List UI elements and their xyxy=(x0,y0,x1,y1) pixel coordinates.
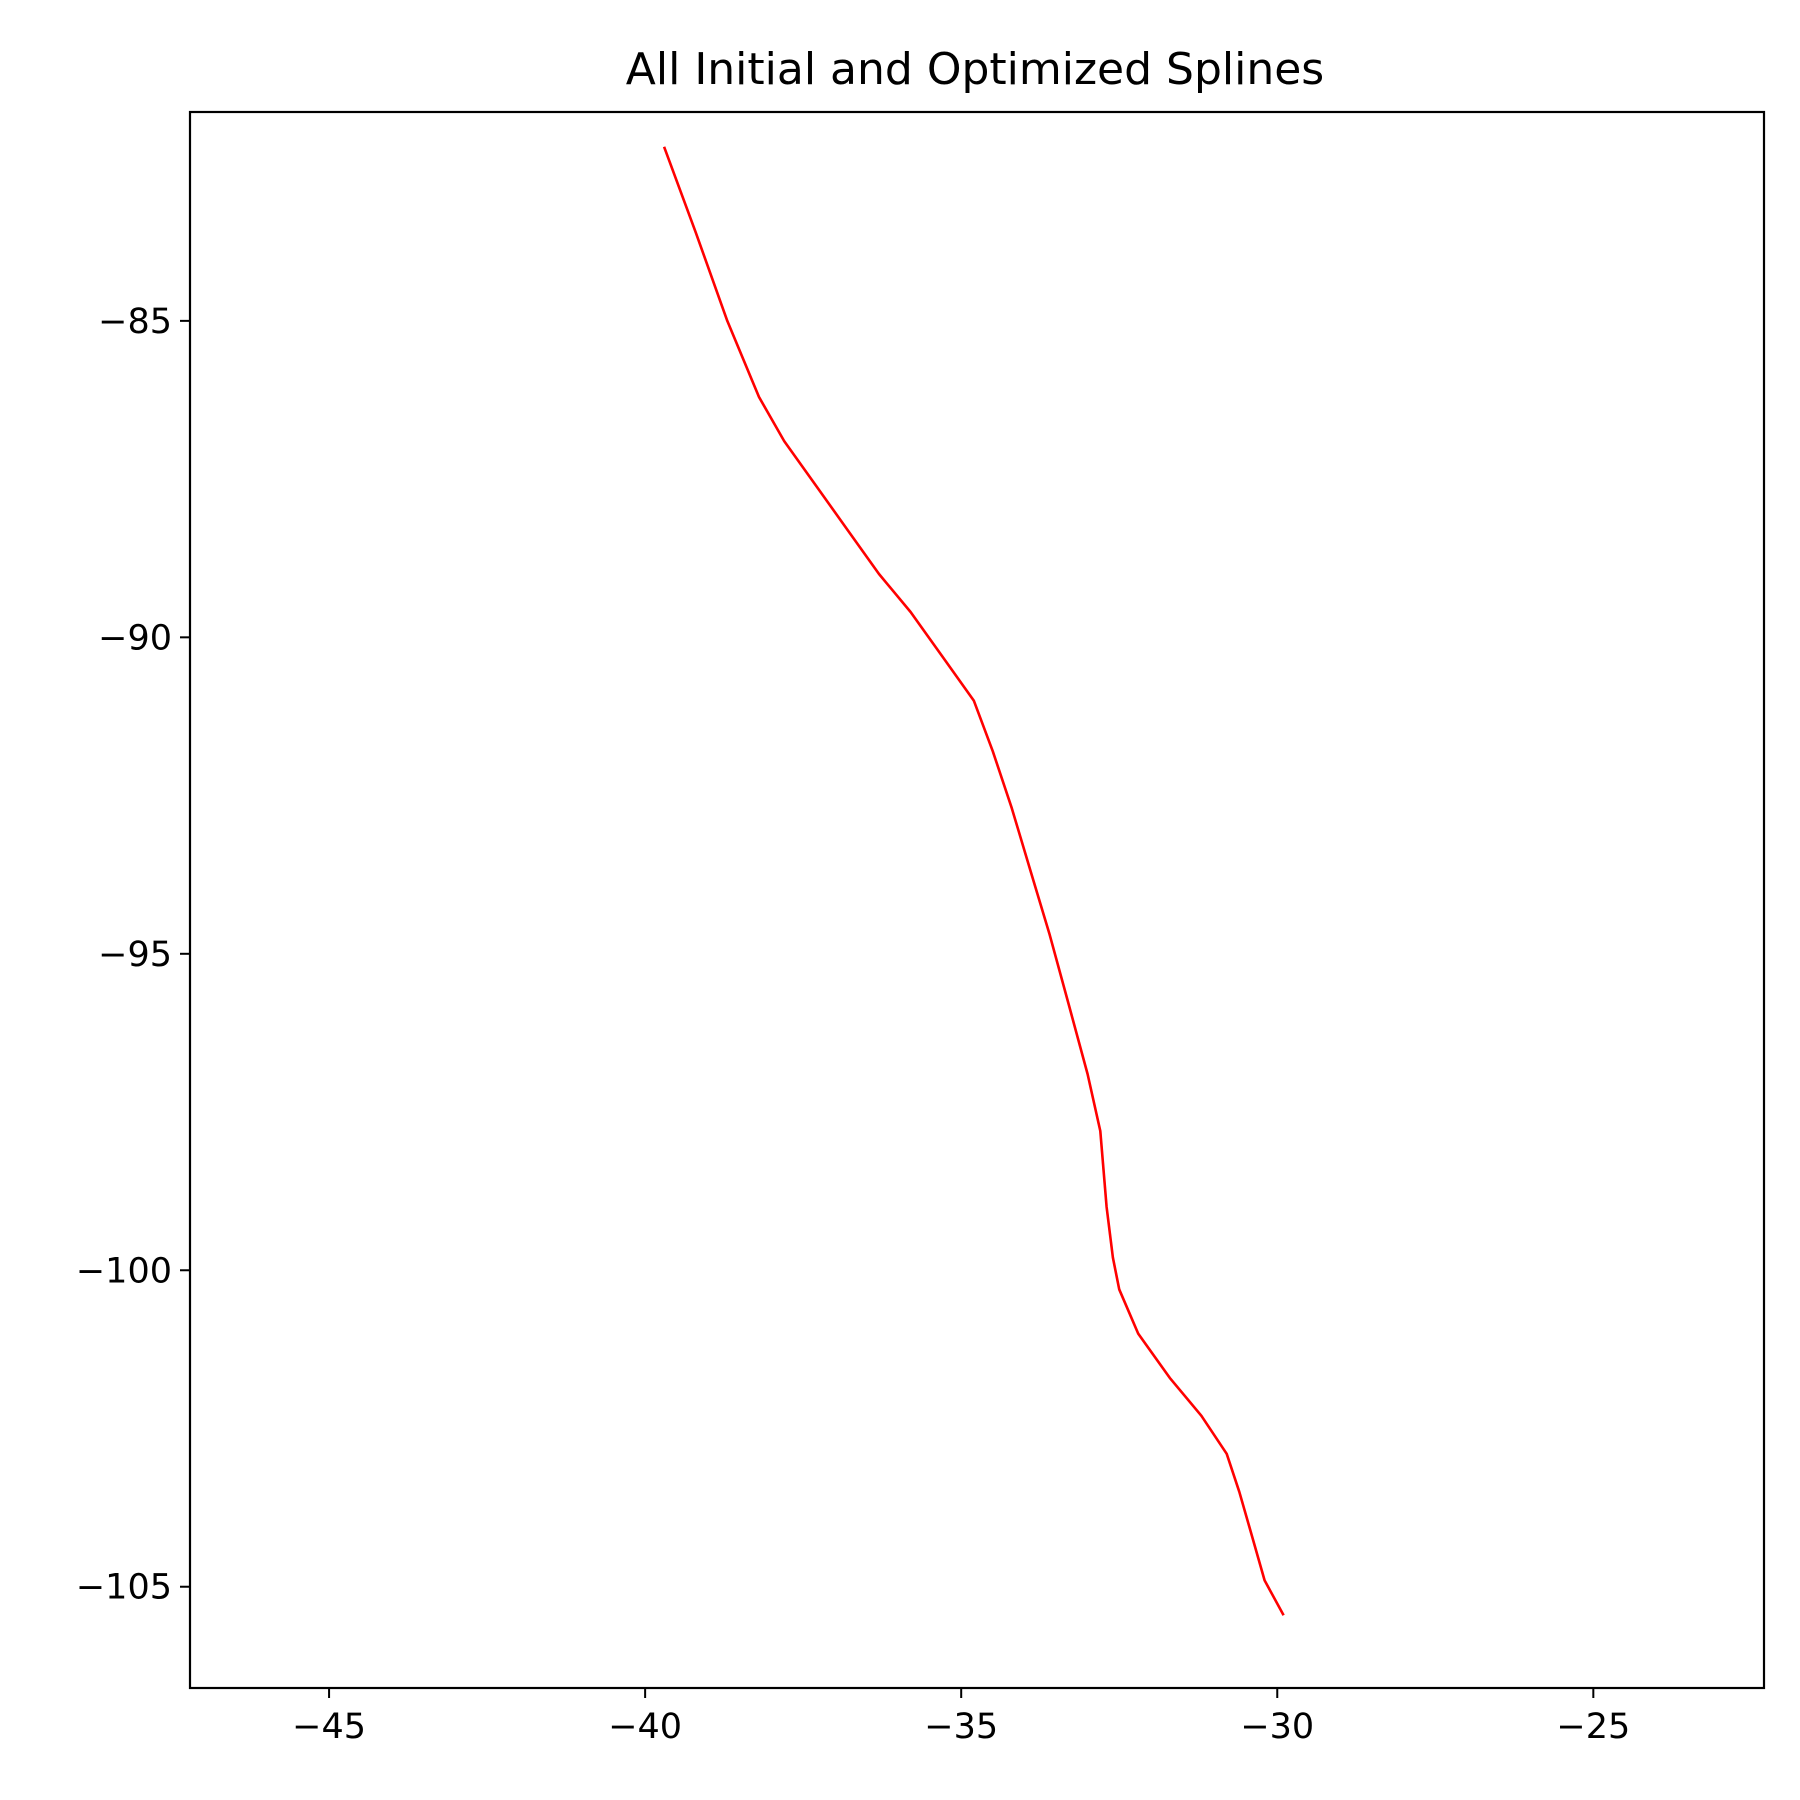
y-tick-label: −90 xyxy=(98,618,172,658)
chart-title: All Initial and Optimized Splines xyxy=(626,44,1324,95)
y-tick-label: −95 xyxy=(98,935,172,975)
y-tick-label: −105 xyxy=(76,1568,172,1608)
x-tick-label: −45 xyxy=(292,1707,366,1747)
initial-spline-line xyxy=(663,146,1285,1616)
x-tick-label: −35 xyxy=(924,1707,998,1747)
x-axis: −45 −40 −35 −30 −25 xyxy=(292,1688,1630,1747)
plot-area xyxy=(662,146,1285,1616)
optimized-spline-line xyxy=(662,146,1285,1616)
x-tick-label: −30 xyxy=(1240,1707,1314,1747)
axes-frame xyxy=(188,110,1766,1690)
y-tick-label: −100 xyxy=(76,1251,172,1291)
x-tick-label: −25 xyxy=(1556,1707,1630,1747)
y-tick-label: −85 xyxy=(98,302,172,342)
y-axis: −85 −90 −95 −100 −105 xyxy=(76,302,190,1608)
x-tick-label: −40 xyxy=(608,1707,682,1747)
